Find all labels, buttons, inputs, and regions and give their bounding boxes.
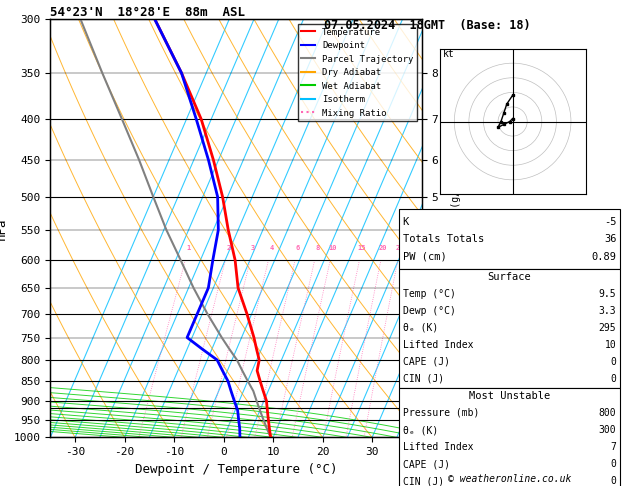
Text: Lifted Index: Lifted Index [403,442,473,452]
Y-axis label: km
ASL: km ASL [443,218,465,239]
Text: 20: 20 [379,245,387,251]
X-axis label: Dewpoint / Temperature (°C): Dewpoint / Temperature (°C) [135,463,337,476]
Text: 295: 295 [599,323,616,333]
Text: 54°23'N  18°28'E  88m  ASL: 54°23'N 18°28'E 88m ASL [50,6,245,19]
Text: Mixing Ratio (g/kg): Mixing Ratio (g/kg) [452,173,461,284]
Text: Dewp (°C): Dewp (°C) [403,306,455,316]
Text: 25: 25 [396,245,404,251]
Text: 07.05.2024  18GMT  (Base: 18): 07.05.2024 18GMT (Base: 18) [325,19,531,33]
Text: 10: 10 [604,340,616,350]
Text: 2: 2 [226,245,231,251]
Text: 3: 3 [251,245,255,251]
Text: 4: 4 [269,245,274,251]
Text: 6: 6 [296,245,300,251]
Text: kt: kt [443,50,454,59]
Text: 0: 0 [611,459,616,469]
Text: 0: 0 [611,357,616,367]
Text: Surface: Surface [487,272,532,282]
Text: Temp (°C): Temp (°C) [403,289,455,299]
Text: 3.3: 3.3 [599,306,616,316]
Text: 0.89: 0.89 [591,252,616,261]
Text: 8: 8 [315,245,320,251]
Text: 0: 0 [611,476,616,486]
Text: LCL: LCL [421,403,439,414]
Text: CIN (J): CIN (J) [403,476,443,486]
Text: -5: -5 [604,218,616,227]
Text: CAPE (J): CAPE (J) [403,357,450,367]
Text: PW (cm): PW (cm) [403,252,447,261]
Text: 0: 0 [611,374,616,384]
Text: 7: 7 [611,442,616,452]
Legend: Temperature, Dewpoint, Parcel Trajectory, Dry Adiabat, Wet Adiabat, Isotherm, Mi: Temperature, Dewpoint, Parcel Trajectory… [298,24,417,122]
Text: 800: 800 [599,408,616,418]
Text: θₑ (K): θₑ (K) [403,323,438,333]
Text: Pressure (mb): Pressure (mb) [403,408,479,418]
Text: © weatheronline.co.uk: © weatheronline.co.uk [448,473,571,484]
Y-axis label: hPa: hPa [0,217,8,240]
Text: 36: 36 [604,235,616,244]
Text: 300: 300 [599,425,616,435]
Text: 9.5: 9.5 [599,289,616,299]
Text: K: K [403,218,409,227]
Text: CAPE (J): CAPE (J) [403,459,450,469]
Text: 1: 1 [186,245,191,251]
Text: CIN (J): CIN (J) [403,374,443,384]
Text: Totals Totals: Totals Totals [403,235,484,244]
Text: Lifted Index: Lifted Index [403,340,473,350]
Text: θₑ (K): θₑ (K) [403,425,438,435]
Text: 15: 15 [358,245,366,251]
Text: 10: 10 [328,245,337,251]
Text: Most Unstable: Most Unstable [469,391,550,401]
